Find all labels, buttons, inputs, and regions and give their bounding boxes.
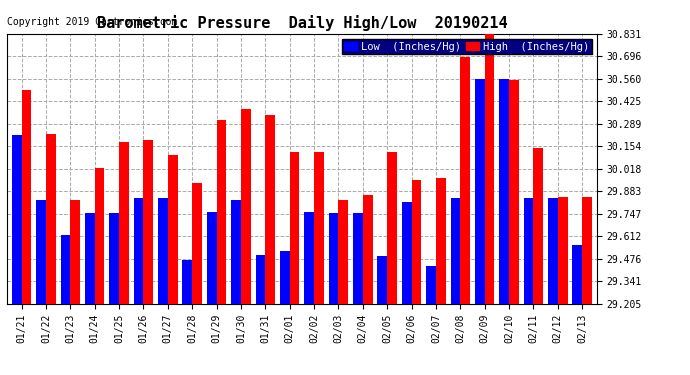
Bar (436, 178, 446, 304)
Bar (280, 252, 290, 304)
Bar (426, 266, 436, 304)
Bar (46, 134, 56, 304)
Bar (21, 90, 31, 304)
Bar (548, 198, 558, 304)
Bar (304, 211, 314, 304)
Bar (182, 260, 193, 304)
Bar (460, 57, 470, 304)
Bar (158, 198, 168, 304)
Bar (217, 120, 226, 304)
Bar (377, 256, 387, 304)
Bar (290, 152, 299, 304)
Bar (353, 213, 363, 304)
Bar (12, 135, 21, 304)
Bar (193, 183, 202, 304)
Bar (387, 152, 397, 304)
Bar (558, 196, 568, 304)
Bar (484, 31, 495, 304)
Bar (95, 168, 104, 304)
Legend: Low  (Inches/Hg), High  (Inches/Hg): Low (Inches/Hg), High (Inches/Hg) (342, 39, 591, 54)
Bar (509, 80, 519, 304)
Bar (582, 196, 592, 304)
Bar (328, 213, 338, 304)
Bar (573, 245, 582, 304)
Bar (255, 255, 266, 304)
Bar (314, 152, 324, 304)
Bar (85, 213, 95, 304)
Bar (109, 213, 119, 304)
Bar (119, 142, 129, 304)
Title: Barometric Pressure  Daily High/Low  20190214: Barometric Pressure Daily High/Low 20190… (97, 15, 507, 31)
Bar (533, 148, 543, 304)
Bar (363, 195, 373, 304)
Bar (134, 198, 144, 304)
Bar (207, 211, 217, 304)
Bar (36, 200, 46, 304)
Bar (338, 200, 348, 304)
Bar (500, 79, 509, 304)
Bar (266, 115, 275, 304)
Bar (70, 200, 80, 304)
Bar (402, 202, 411, 304)
Bar (61, 235, 70, 304)
Bar (144, 140, 153, 304)
Bar (451, 198, 460, 304)
Bar (168, 155, 177, 304)
Bar (241, 109, 250, 304)
Bar (231, 200, 241, 304)
Bar (524, 198, 533, 304)
Bar (475, 79, 484, 304)
Text: Copyright 2019 Cartronics.com: Copyright 2019 Cartronics.com (7, 17, 177, 27)
Bar (411, 180, 422, 304)
